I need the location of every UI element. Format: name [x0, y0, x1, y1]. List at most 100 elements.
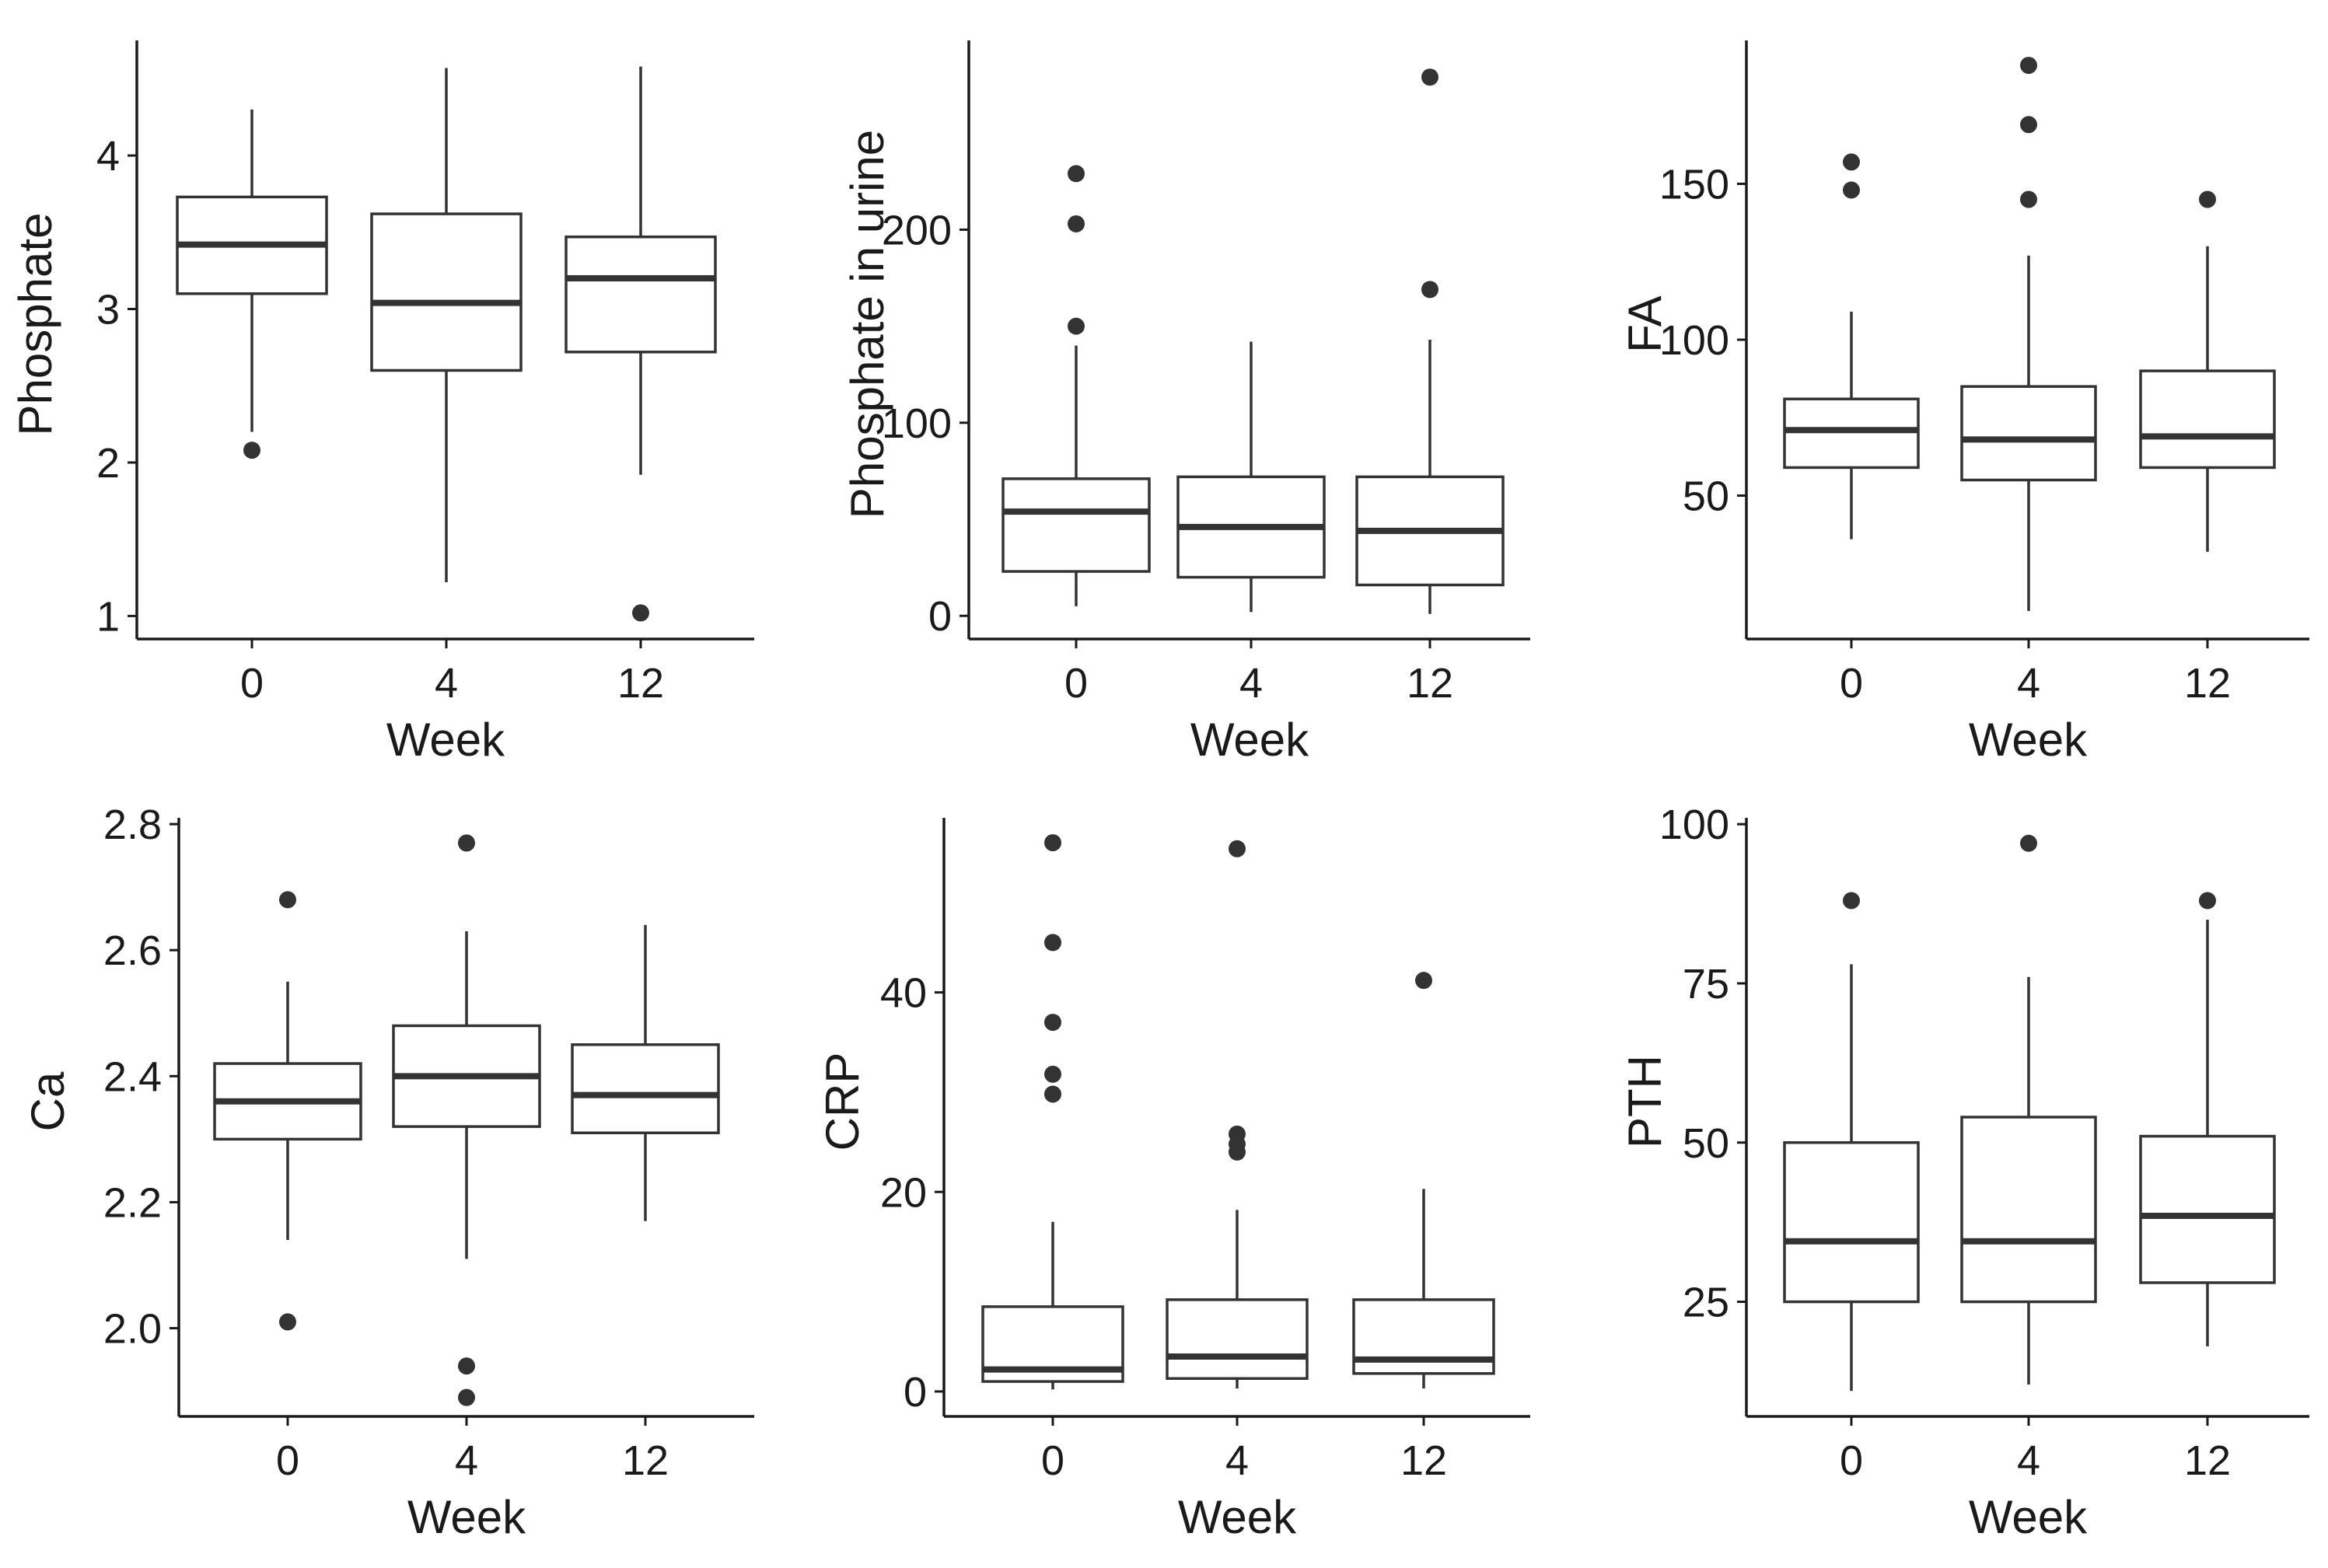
x-tick-label: 0 — [276, 1437, 299, 1484]
y-tick-label: 25 — [1683, 1280, 1729, 1326]
y-tick-label: 50 — [1683, 473, 1729, 520]
y-axis-title: Phosphate in urine — [841, 130, 893, 519]
y-axis-title: PTH — [1619, 1055, 1671, 1148]
x-tick-label: 4 — [1239, 660, 1263, 707]
iqr-box — [370, 212, 523, 372]
y-axis-title: FA — [1619, 295, 1671, 352]
panel-ca: 2.0 2.2 2.4 2.6 2.8 0 4 12 Week Ca — [22, 801, 754, 1543]
outlier-point — [1044, 934, 1061, 952]
x-tick-label: 4 — [2017, 660, 2040, 707]
outlier-point — [2020, 116, 2037, 134]
box-week-12 — [565, 66, 717, 622]
y-axis-title: CRP — [816, 1053, 869, 1151]
outlier-point — [458, 1357, 475, 1375]
x-axis-title: Week — [1969, 1491, 2088, 1543]
y-tick-label: 2.8 — [103, 801, 162, 848]
y-tick-label: 2 — [96, 440, 120, 487]
y-tick-label: 2.4 — [103, 1053, 162, 1100]
outlier-point — [279, 891, 296, 909]
panel-crp: 0 20 40 0 4 12 Week CRP — [816, 818, 1530, 1543]
outlier-point — [1421, 281, 1438, 299]
iqr-box — [2139, 369, 2276, 470]
iqr-box — [2139, 1134, 2276, 1284]
y-tick-label: 50 — [1683, 1120, 1729, 1167]
outlier-point — [458, 1388, 475, 1406]
y-tick-label: 200 — [882, 207, 952, 253]
x-tick-label: 4 — [455, 1437, 478, 1484]
x-tick-label: 12 — [1400, 1437, 1447, 1484]
outlier-point — [1044, 834, 1061, 852]
outlier-point — [279, 1313, 296, 1331]
x-tick-label: 12 — [1407, 660, 1453, 707]
box-week-0 — [213, 891, 362, 1331]
x-tick-label: 12 — [622, 1437, 669, 1484]
x-tick-label: 0 — [1840, 660, 1863, 707]
box-week-4 — [1960, 57, 2097, 611]
x-tick-label: 4 — [2017, 1437, 2040, 1484]
x-axis-title: Week — [1969, 714, 2088, 766]
box-week-0 — [1783, 153, 1920, 540]
outlier-point — [1044, 1085, 1061, 1103]
box-week-12 — [2139, 190, 2276, 552]
y-tick-label: 40 — [880, 970, 927, 1017]
outlier-point — [1068, 317, 1085, 335]
x-axis-title: Week — [386, 714, 505, 766]
panel-pth: 25 50 75 100 0 4 12 Week PTH — [1619, 801, 2309, 1543]
outlier-point — [1843, 153, 1860, 171]
outlier-point — [2020, 190, 2037, 208]
y-tick-label: 150 — [1659, 161, 1729, 208]
iqr-box — [1166, 1298, 1309, 1380]
outlier-point — [1229, 840, 1246, 857]
y-tick-label: 1 — [96, 593, 120, 640]
y-tick-label: 100 — [882, 400, 952, 447]
box-week-0 — [1783, 892, 1920, 1392]
x-tick-label: 12 — [2184, 1437, 2231, 1484]
y-tick-label: 2.6 — [103, 927, 162, 974]
outlier-point — [458, 834, 475, 852]
outlier-point — [2199, 190, 2216, 208]
outlier-point — [2199, 892, 2216, 910]
y-tick-label: 0 — [904, 1369, 927, 1416]
y-tick-label: 0 — [928, 593, 952, 640]
y-tick-label: 100 — [1659, 317, 1729, 364]
outlier-point — [1044, 1014, 1061, 1032]
outlier-point — [2020, 834, 2037, 852]
x-tick-label: 0 — [1064, 660, 1088, 707]
y-tick-label: 20 — [880, 1169, 927, 1216]
box-week-12 — [2139, 892, 2276, 1346]
box-week-0 — [1001, 165, 1151, 606]
y-axis-title: Ca — [22, 1071, 74, 1131]
y-tick-label: 100 — [1659, 801, 1729, 848]
x-tick-label: 12 — [617, 660, 664, 707]
x-axis-title: Week — [407, 1491, 526, 1543]
x-tick-label: 0 — [240, 660, 264, 707]
outlier-point — [243, 442, 260, 459]
panel-phosphate-in-urine: 0 100 200 0 4 12 Week Phosphate in urine — [841, 40, 1530, 766]
x-axis-title: Week — [1190, 714, 1309, 766]
x-tick-label: 4 — [1225, 1437, 1249, 1484]
iqr-box — [565, 235, 717, 354]
outlier-point — [1843, 181, 1860, 199]
box-week-0 — [176, 109, 328, 459]
y-tick-label: 2.0 — [103, 1306, 162, 1353]
box-week-4 — [1176, 341, 1326, 613]
outlier-point — [1044, 1065, 1061, 1083]
box-week-4 — [392, 834, 541, 1406]
x-tick-label: 12 — [2184, 660, 2231, 707]
iqr-box — [1960, 385, 2097, 482]
iqr-box — [1783, 1141, 1920, 1304]
box-week-0 — [981, 834, 1124, 1390]
y-tick-label: 3 — [96, 287, 120, 334]
y-axis-title: Phosphate — [9, 213, 61, 436]
outlier-point — [1229, 1125, 1246, 1143]
outlier-point — [1843, 892, 1860, 910]
panel-fa: 50 100 150 0 4 12 Week FA — [1619, 40, 2309, 766]
outlier-point — [1421, 68, 1438, 86]
x-tick-label: 0 — [1840, 1437, 1863, 1484]
outlier-point — [2020, 57, 2037, 75]
iqr-box — [571, 1043, 720, 1135]
outlier-point — [1068, 215, 1085, 232]
box-week-12 — [571, 924, 720, 1221]
